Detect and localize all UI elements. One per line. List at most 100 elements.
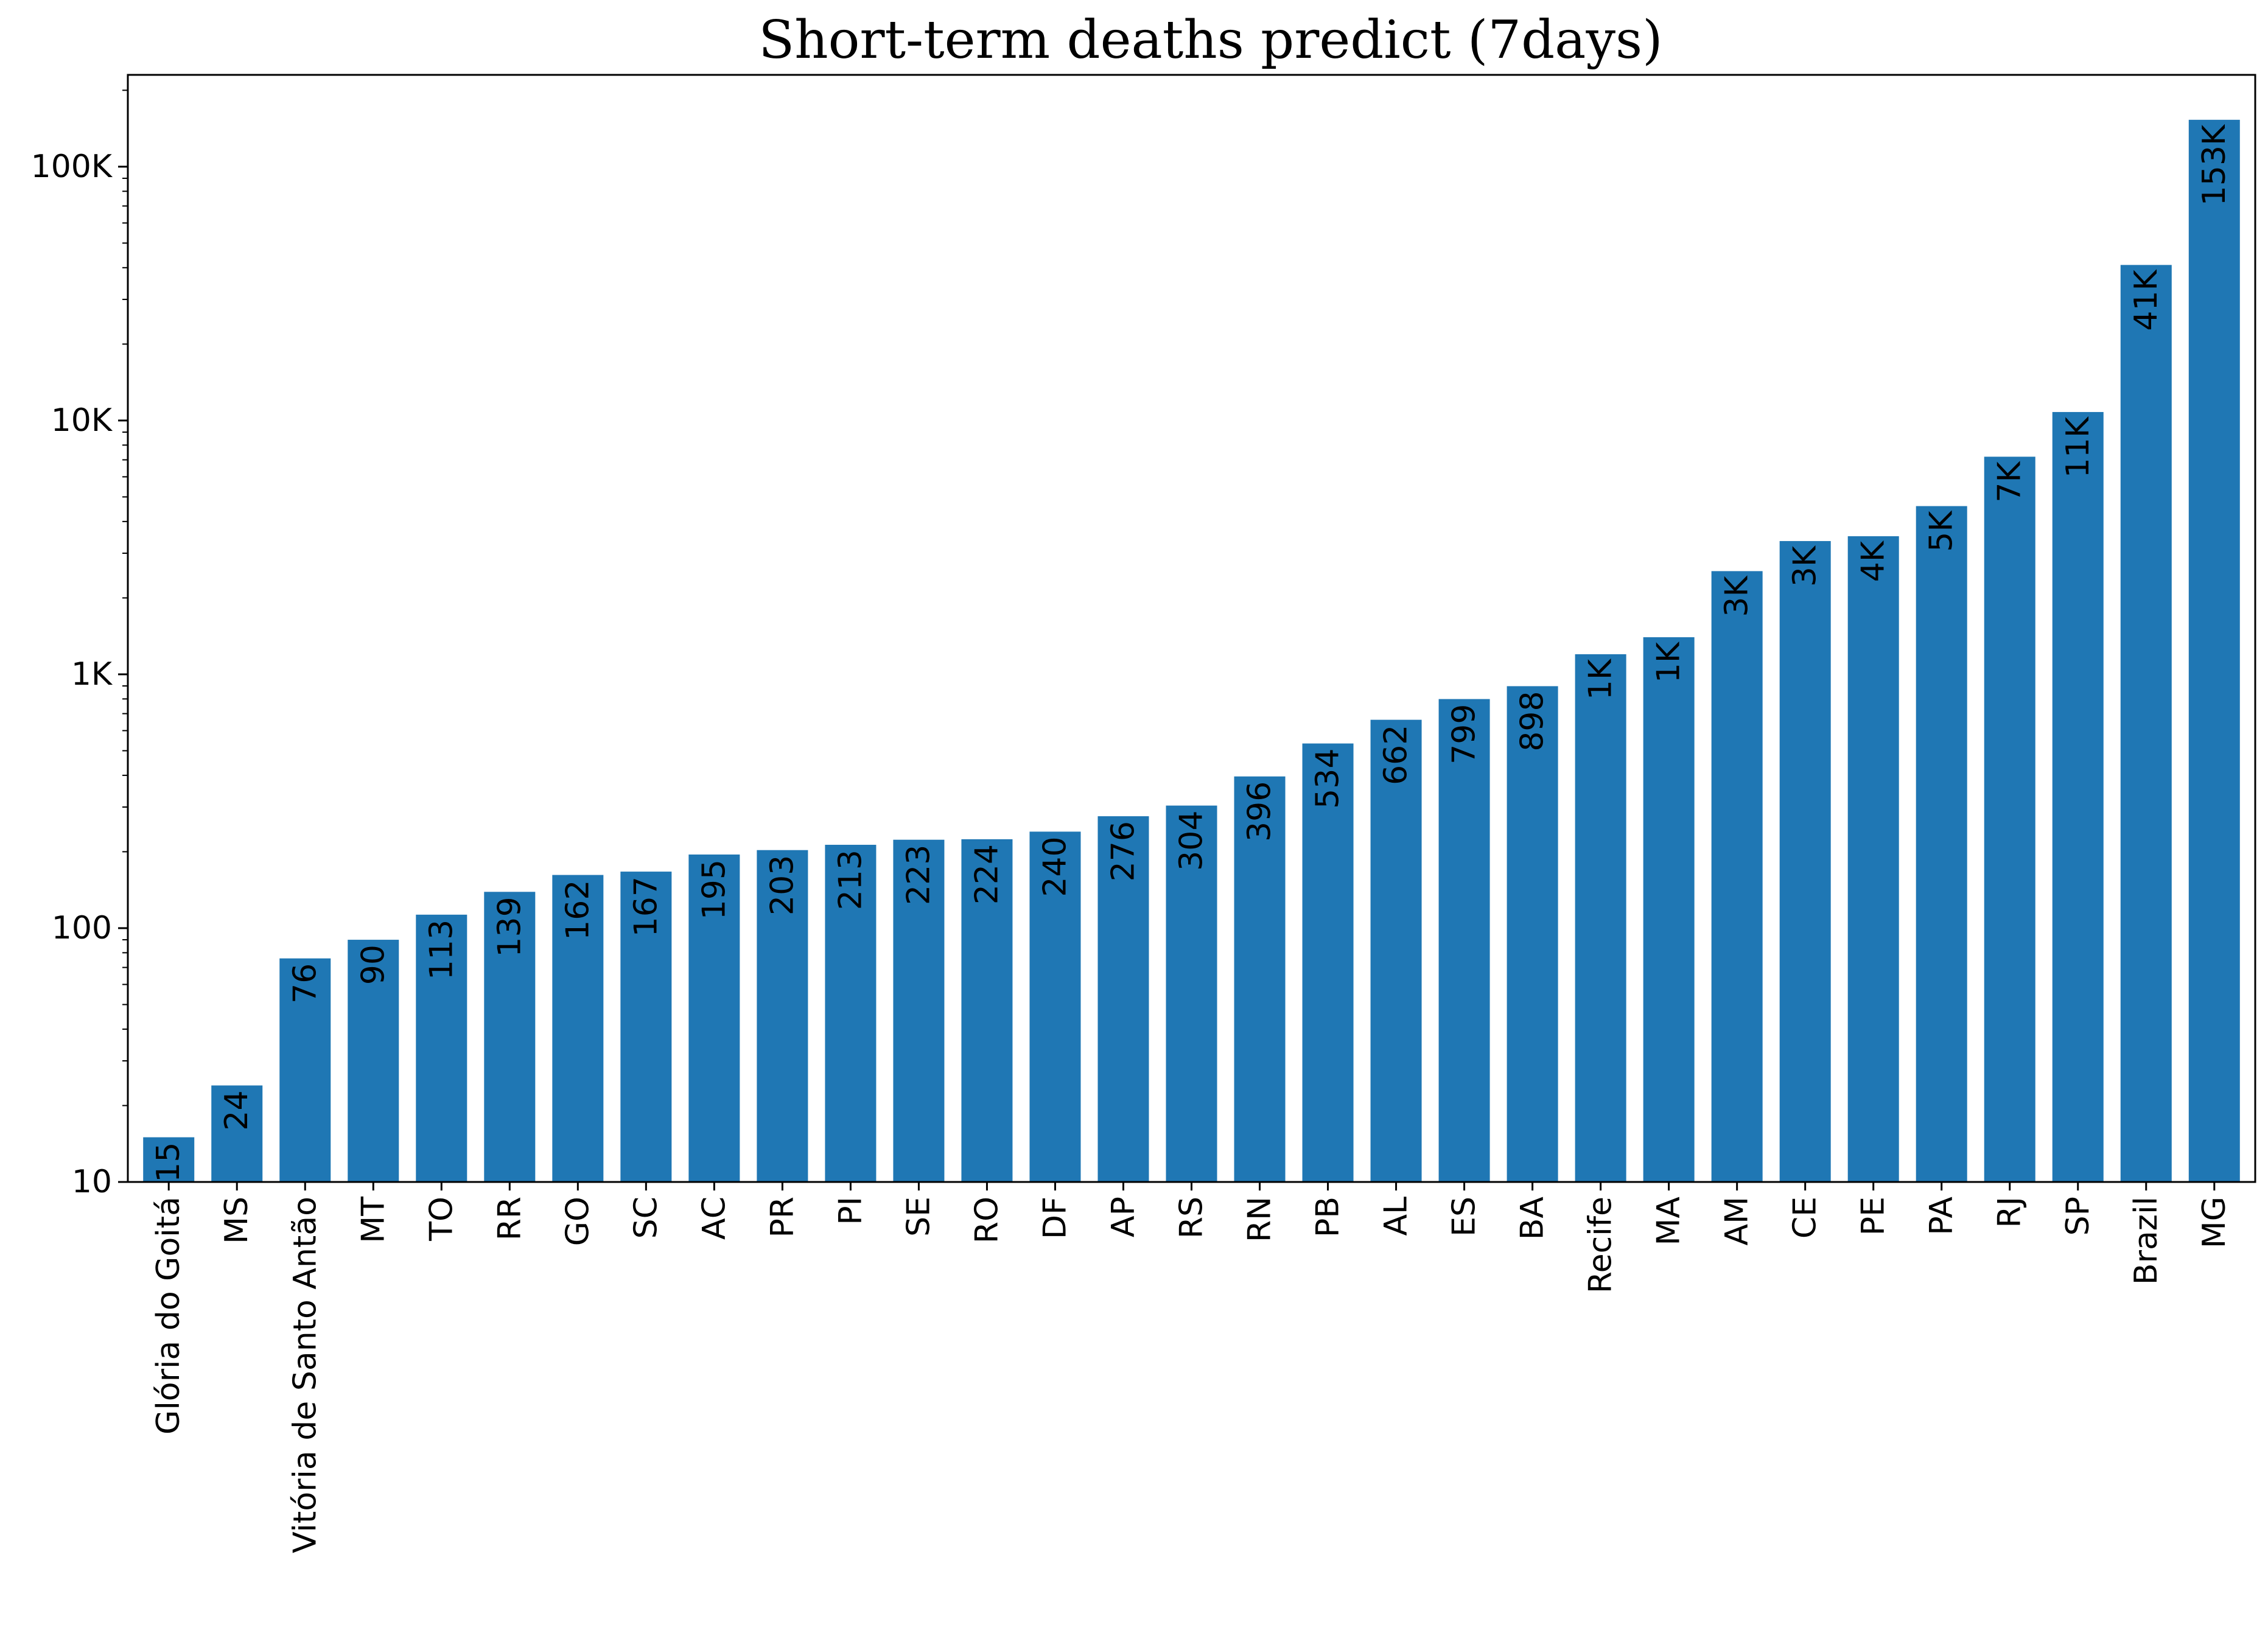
bar-value-label: 3K [1787, 545, 1824, 587]
bar-value-label: 11K [2060, 416, 2096, 478]
x-tick-label: ES [1446, 1197, 1483, 1237]
bar-value-label: 139 [491, 897, 528, 957]
bar-GO [552, 875, 604, 1182]
x-tick-label: AM [1719, 1197, 1755, 1245]
x-tick-label: SP [2060, 1197, 2096, 1236]
x-tick-label: RN [1242, 1197, 1278, 1242]
x-tick-label: PA [1923, 1197, 1960, 1236]
bar-Brazil [2120, 265, 2172, 1182]
bar-AM [1711, 571, 1763, 1182]
x-tick-label: AL [1378, 1197, 1415, 1236]
bar-PE [1847, 536, 1899, 1183]
bar-value-label: 276 [1105, 821, 1141, 881]
bar-RR [484, 892, 536, 1182]
bar-CE [1779, 540, 1831, 1182]
x-tick-label: RO [968, 1197, 1005, 1243]
bar-value-label: 304 [1174, 811, 1210, 871]
x-tick-label: GO [559, 1197, 596, 1246]
bar-BA [1507, 686, 1558, 1182]
x-tick-label: RJ [1992, 1197, 2028, 1228]
bar-PR [757, 850, 808, 1182]
bar-value-label: 113 [423, 920, 460, 980]
y-axis: 10 100 1K 10K 100K [31, 89, 128, 1200]
x-tick-label: AP [1105, 1197, 1141, 1237]
bar-RO [961, 839, 1013, 1182]
bar-Glória do Goitá [143, 1137, 195, 1182]
x-tick-label: DF [1037, 1197, 1073, 1239]
bar-MT [348, 940, 399, 1182]
bar-value-label: 224 [968, 844, 1005, 904]
x-tick-label: BA [1514, 1197, 1551, 1240]
bar-value-label: 4K [1855, 540, 1892, 582]
bar-PB [1302, 743, 1354, 1182]
bar-value-label: 153K [2196, 124, 2233, 206]
bar-Recife [1575, 654, 1626, 1182]
bar-DF [1029, 831, 1081, 1182]
bar-value-label: 24 [219, 1090, 255, 1130]
chart-title: Short-term deaths predict (7days) [758, 10, 1662, 71]
x-tick-label: MS [219, 1197, 255, 1244]
bar-SP [2052, 411, 2104, 1182]
bar-AL [1370, 719, 1422, 1182]
bar-AP [1097, 816, 1149, 1182]
bar-RS [1166, 805, 1217, 1182]
bar-value-label: 90 [355, 945, 391, 985]
bar-value-label: 76 [287, 963, 323, 1004]
x-tick-label: MG [2196, 1197, 2233, 1248]
bar-TO [416, 914, 467, 1182]
bar-value-label: 1K [1651, 641, 1687, 683]
y-tick-label: 100K [31, 149, 113, 185]
y-tick-label: 10 [72, 1164, 112, 1200]
x-tick-label: MA [1651, 1197, 1687, 1246]
bar-value-label: 167 [628, 876, 664, 937]
bar-value-label: 240 [1037, 836, 1073, 897]
x-tick-label: Glória do Goitá [150, 1197, 187, 1435]
bar-AC [688, 855, 740, 1182]
bar-value-label: 213 [832, 850, 869, 910]
x-tick-label: MT [355, 1197, 391, 1243]
x-tick-label: CE [1787, 1197, 1824, 1239]
bar-PA [1916, 506, 1967, 1182]
bar-value-label: 41K [2128, 268, 2165, 330]
bar-RJ [1984, 456, 2035, 1182]
x-tick-label: TO [423, 1197, 460, 1242]
bar-value-label: 534 [1310, 749, 1346, 809]
x-tick-label: SC [628, 1197, 664, 1239]
x-tick-label: PI [832, 1197, 869, 1225]
bar-value-label: 396 [1242, 781, 1278, 842]
bars-layer [143, 119, 2240, 1183]
bar-MA [1643, 637, 1695, 1182]
bar-SE [893, 839, 945, 1182]
bar-value-label: 3K [1719, 575, 1755, 617]
bar-PI [825, 845, 877, 1182]
bar-value-label: 15 [150, 1142, 187, 1183]
x-tick-label: PR [764, 1197, 800, 1238]
bar-MS [211, 1085, 263, 1182]
plot-frame [127, 74, 2256, 1183]
y-tick-label: 1K [71, 656, 113, 693]
y-tick-label: 10K [51, 402, 113, 439]
y-tick-label: 100 [52, 910, 112, 946]
bar-value-label: 1K [1583, 658, 1619, 700]
bar-value-label: 5K [1923, 510, 1960, 552]
x-tick-label: Recife [1583, 1197, 1619, 1293]
x-tick-label: RS [1174, 1197, 1210, 1239]
x-axis: Glória do Goitá MS Vitória de Santo Antão M… [150, 1182, 2233, 1553]
bar-labels-layer: 15 24 76 90 113 139 162 167 195 203 213 223 224 240 27… [150, 124, 2233, 1183]
x-tick-label: AC [696, 1197, 732, 1240]
x-tick-label: SE [900, 1197, 937, 1237]
bar-RN [1234, 776, 1286, 1182]
bar-Vitória de Santo Antão [279, 958, 331, 1182]
bar-value-label: 203 [764, 855, 800, 915]
bar-SC [620, 872, 672, 1182]
bar-MG [2188, 119, 2240, 1182]
x-tick-label: PE [1855, 1197, 1892, 1236]
bar-value-label: 799 [1446, 704, 1483, 764]
bar-value-label: 223 [900, 845, 937, 905]
x-tick-label: Vitória de Santo Antão [287, 1197, 323, 1553]
bar-value-label: 195 [696, 859, 732, 920]
x-tick-label: RR [491, 1197, 528, 1240]
bar-value-label: 898 [1514, 691, 1551, 751]
